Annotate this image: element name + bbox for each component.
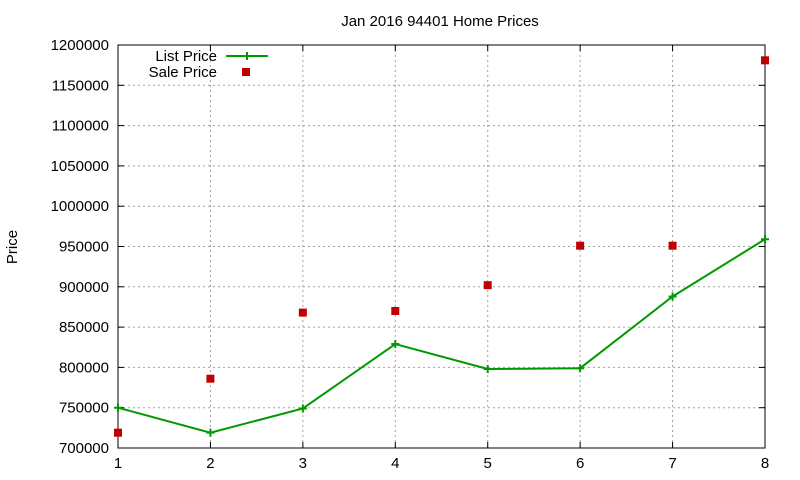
x-tick-label: 1: [114, 455, 122, 472]
y-tick-label: 1150000: [52, 77, 109, 94]
list-price-point: [391, 340, 400, 349]
list-price-point: [668, 292, 677, 301]
legend-marker-list-price: [243, 52, 251, 60]
x-tick-label: 6: [576, 455, 584, 472]
x-tick-label: 7: [668, 455, 676, 472]
grid: [118, 45, 765, 448]
list-price-line: [117, 238, 766, 434]
list-price-point: [298, 404, 307, 413]
legend: List Price Sale Price: [149, 48, 268, 81]
x-tick-label: 2: [206, 455, 214, 472]
list-price-point: [114, 403, 122, 412]
legend-marker-sale-price: [242, 68, 250, 76]
list-price-point: [761, 235, 769, 244]
x-tick-label: 3: [299, 455, 307, 472]
y-tick-label: 700000: [59, 440, 109, 457]
series: [114, 56, 769, 437]
sale-price-point: [298, 308, 307, 317]
list-price-point: [206, 428, 215, 437]
y-tick-label: 750000: [59, 400, 109, 417]
y-axis-label: Price: [4, 230, 21, 264]
y-tick-label: 900000: [59, 279, 109, 296]
x-tick-label: 4: [391, 455, 399, 472]
y-tick-label: 1100000: [52, 118, 109, 135]
legend-label-list-price: List Price: [155, 48, 217, 65]
sale-price-point: [114, 428, 122, 437]
y-tick-label: 1050000: [51, 158, 109, 175]
plot-frame: [117, 44, 766, 449]
list-price-point: [576, 364, 585, 373]
sale-price-point: [668, 241, 677, 250]
y-tick-label: 1200000: [51, 37, 109, 54]
y-tick-label: 850000: [59, 319, 109, 336]
axis-ticks: 700000 750000 800000 850000 900000 950000 1000…: [51, 37, 770, 472]
chart-title: Jan 2016 94401 Home Prices: [341, 13, 539, 30]
legend-label-sale-price: Sale Price: [149, 64, 217, 81]
sale-price-point: [576, 241, 585, 250]
sale-price-point: [483, 281, 492, 290]
y-tick-label: 1000000: [51, 198, 109, 215]
y-tick-label: 800000: [59, 359, 109, 376]
x-tick-label: 5: [484, 455, 492, 472]
sale-price-point: [391, 306, 400, 315]
list-price-point: [483, 365, 492, 374]
sale-price-point: [206, 374, 215, 383]
y-tick-label: 950000: [59, 239, 109, 256]
x-tick-label: 8: [761, 455, 769, 472]
sale-price-point: [761, 56, 769, 65]
